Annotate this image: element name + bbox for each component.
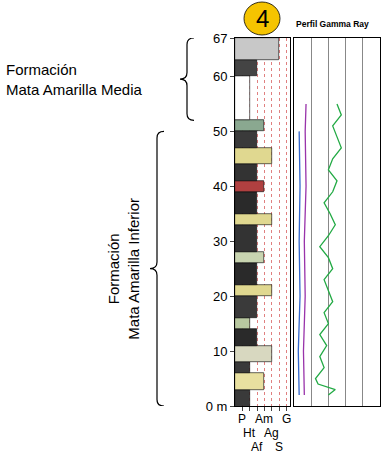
svg-text:0 m: 0 m (206, 399, 228, 414)
svg-text:S: S (275, 440, 283, 454)
svg-text:G: G (282, 412, 291, 426)
svg-text:67: 67 (213, 31, 227, 46)
svg-text:Ag: Ag (264, 426, 279, 440)
svg-text:4: 4 (256, 5, 269, 32)
svg-text:40: 40 (213, 179, 227, 194)
svg-text:Perfil Gamma Ray: Perfil Gamma Ray (296, 19, 369, 29)
svg-text:50: 50 (213, 124, 227, 139)
svg-text:FormaciónMata Amarilla Inferio: FormaciónMata Amarilla Inferior (105, 198, 142, 340)
svg-text:60: 60 (213, 69, 227, 84)
svg-text:Am: Am (255, 412, 273, 426)
svg-text:Ht: Ht (243, 426, 256, 440)
svg-text:30: 30 (213, 234, 227, 249)
svg-text:P: P (238, 412, 246, 426)
svg-text:FormaciónMata Amarilla Media: FormaciónMata Amarilla Media (6, 61, 143, 98)
svg-text:Af: Af (251, 440, 263, 454)
svg-text:10: 10 (213, 344, 227, 359)
svg-text:20: 20 (213, 289, 227, 304)
